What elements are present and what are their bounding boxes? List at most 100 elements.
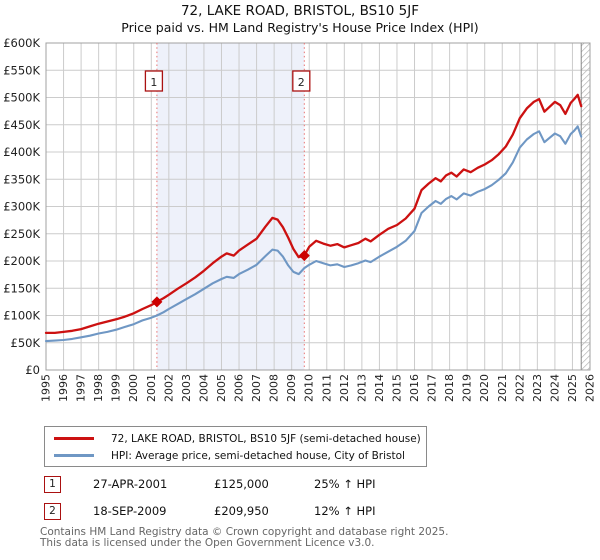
hatch-line [580, 300, 591, 311]
hatch-line [580, 228, 591, 239]
hatch-line [580, 102, 591, 113]
page-subtitle: Price paid vs. HM Land Registry's House … [121, 20, 479, 35]
x-tick-label: 2008 [268, 374, 281, 402]
x-tick-label: 2004 [197, 374, 210, 402]
copyright-footer: Contains HM Land Registry data © Crown c… [40, 527, 448, 549]
page-title: 72, LAKE ROAD, BRISTOL, BS10 5JF [180, 3, 420, 19]
plot-border [45, 42, 591, 371]
hatch-line [580, 180, 591, 191]
x-tick-label: 2012 [338, 374, 351, 402]
hatch-line [580, 156, 591, 167]
x-tick-label: 2013 [355, 374, 368, 402]
sale-1-price: £125,000 [214, 477, 269, 491]
hatch-line [580, 354, 591, 365]
legend-item-property: 72, LAKE ROAD, BRISTOL, BS10 5JF (semi-d… [54, 430, 426, 447]
hatch-line [580, 336, 591, 347]
x-tick-label: 2007 [250, 374, 263, 402]
hatch-line [580, 318, 591, 329]
hatch-line [580, 198, 591, 209]
sale-number-label: 1 [150, 76, 157, 89]
footer-line-2: This data is licensed under the Open Gov… [40, 537, 375, 549]
hatch-line [580, 330, 591, 341]
hatch-line [580, 48, 591, 59]
y-tick-label: £250K [3, 227, 40, 241]
y-tick-label: £100K [3, 309, 40, 323]
legend-label-property: 72, LAKE ROAD, BRISTOL, BS10 5JF (semi-d… [111, 432, 421, 445]
legend-item-hpi: HPI: Average price, semi-detached house,… [54, 447, 426, 464]
y-tick-label: £500K [3, 91, 40, 105]
hatch-line [580, 114, 591, 125]
hatch-line [580, 234, 591, 245]
sale-annotation-2: 2 18-SEP-2009 £209,950 12% ↑ HPI [0, 503, 600, 521]
hatch-line [580, 306, 591, 317]
y-tick-label: £400K [3, 145, 40, 159]
footer-line-1: Contains HM Land Registry data © Crown c… [40, 526, 449, 538]
sale-2-date: 18-SEP-2009 [93, 504, 167, 518]
hatch-line [580, 84, 591, 95]
x-tick-label: 2003 [180, 374, 193, 402]
hatch-line [580, 360, 591, 371]
legend-label-hpi: HPI: Average price, semi-detached house,… [111, 449, 405, 462]
hatch-line [580, 192, 591, 203]
y-tick-label: £0 [25, 363, 40, 377]
x-tick-label: 2023 [531, 374, 544, 402]
sale-2-number-badge: 2 [44, 503, 61, 520]
x-tick-label: 2011 [320, 374, 333, 402]
x-tick-label: 2020 [478, 374, 491, 402]
hatch-line [580, 270, 591, 281]
x-tick-label: 2000 [127, 374, 140, 402]
sale-1-number-badge: 1 [44, 476, 61, 493]
hatch-line [580, 276, 591, 287]
x-tick-label: 1996 [57, 374, 70, 402]
hatch-line [580, 288, 591, 299]
x-tick-label: 2002 [162, 374, 175, 402]
hatch-line [580, 66, 591, 77]
sale-marker-diamond [298, 250, 310, 262]
y-tick-label: £350K [3, 172, 40, 186]
hatch-line [580, 90, 591, 101]
sale-2-price: £209,950 [214, 504, 269, 518]
hatch-line [580, 174, 591, 185]
sale-1-hpi-delta: 25% ↑ HPI [314, 477, 376, 491]
hatch-line [580, 282, 591, 293]
x-tick-label: 2021 [496, 374, 509, 402]
hatch-line [580, 120, 591, 131]
sale-annotation-1: 1 27-APR-2001 £125,000 25% ↑ HPI [0, 476, 600, 494]
hatch-line [580, 72, 591, 83]
y-tick-label: £150K [3, 281, 40, 295]
hatch-line [580, 108, 591, 119]
x-tick-label: 1995 [40, 374, 53, 402]
hatch-line [580, 126, 591, 137]
x-tick-label: 2015 [390, 374, 403, 402]
y-tick-label: £200K [3, 254, 40, 268]
y-tick-label: £600K [3, 36, 40, 50]
x-tick-label: 1997 [75, 374, 88, 402]
sale-2-hpi-delta: 12% ↑ HPI [314, 504, 376, 518]
hatch-line [580, 258, 591, 269]
x-tick-label: 2019 [461, 374, 474, 402]
y-tick-label: £450K [3, 118, 40, 132]
hatch-line [580, 162, 591, 173]
sale-number-label: 2 [298, 76, 305, 89]
sale-marker-diamond [151, 296, 163, 308]
hatch-line [580, 138, 591, 149]
hatch-line [580, 240, 591, 251]
x-tick-label: 2017 [426, 374, 439, 402]
property-line-swatch-icon [54, 437, 94, 440]
sale-1-date: 27-APR-2001 [93, 477, 168, 491]
property-price-line [44, 93, 583, 335]
x-tick-label: 2025 [566, 374, 579, 402]
x-tick-label: 2010 [303, 374, 316, 402]
hatch-line [580, 42, 591, 53]
x-tick-label: 2005 [215, 374, 228, 402]
hatch-line [580, 222, 591, 233]
price-chart: 1 2 £0 £50K £100K £150K £200K £250K £300K £350K £4… [3, 36, 597, 402]
x-tick-label: 1998 [92, 374, 105, 402]
hatch-line [580, 96, 591, 107]
x-tick-label: 2026 [584, 374, 597, 402]
x-tick-label: 2024 [548, 374, 561, 402]
hatch-line [580, 132, 591, 143]
hatch-line [580, 294, 591, 305]
hatch-line [580, 312, 591, 323]
x-tick-label: 2006 [233, 374, 246, 402]
